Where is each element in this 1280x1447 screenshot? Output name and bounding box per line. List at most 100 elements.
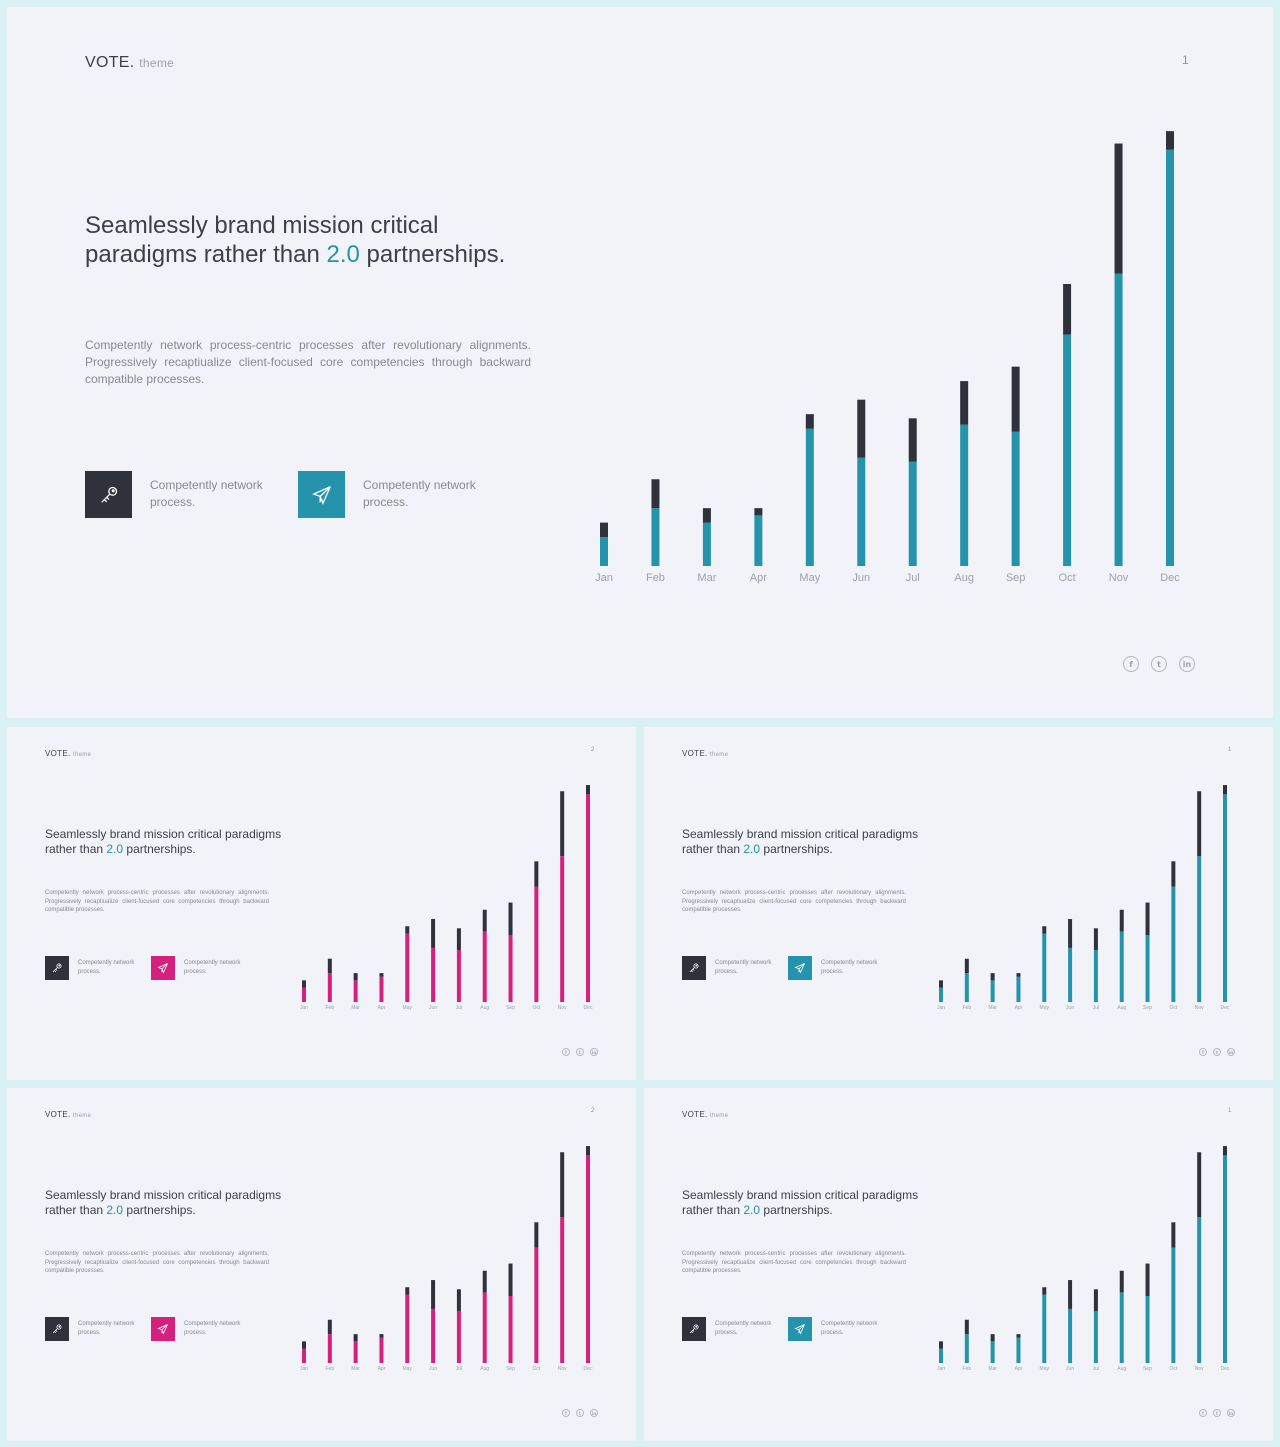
headline-accent: 2.0 — [106, 1202, 124, 1217]
feature-1-text: Competently network process. — [150, 478, 263, 509]
x-tick-label: Jun — [429, 1366, 437, 1372]
key-icon[interactable] — [682, 1317, 706, 1341]
x-tick-label: Sep — [506, 1005, 515, 1011]
linkedin-icon[interactable]: in — [590, 1409, 598, 1417]
bar-may-top — [1042, 1287, 1047, 1295]
headline-text: Seamlessly brand mission critical paradi… — [45, 1188, 282, 1217]
headline-text-end: partnerships. — [123, 841, 196, 856]
paper-plane-icon[interactable] — [298, 471, 345, 518]
x-tick-label: Dec — [584, 1366, 593, 1372]
bar-dec-base — [1223, 1155, 1227, 1363]
linkedin-icon[interactable]: in — [1227, 1048, 1235, 1056]
x-tick-label: May — [403, 1366, 413, 1372]
facebook-icon[interactable]: f — [562, 1048, 570, 1056]
feature-2-text: Competently network process. — [821, 960, 878, 975]
bar-feb-top — [964, 958, 969, 974]
bar-feb-top — [964, 1319, 969, 1335]
bar-oct-base — [1063, 334, 1072, 566]
body-text: Competently network process-centric proc… — [85, 338, 531, 386]
bar-may-base — [405, 933, 410, 1002]
chart-svg: Jan Feb Mar Apr May Jun Jul Aug Sep Oct Nov Dec — [937, 1146, 1230, 1372]
bar-sep-base — [1011, 431, 1020, 566]
bar-aug-top — [1119, 1270, 1124, 1293]
headline-text-end: partnerships. — [359, 241, 506, 269]
x-tick-label: Apr — [378, 1005, 386, 1011]
bar-sep-top — [1011, 366, 1020, 432]
bar-nov-base — [560, 856, 565, 1002]
slide-thumb-teal-2[interactable]: VOTE. theme 1 Seamlessly brand mission c… — [644, 1088, 1273, 1441]
x-tick-label: Jul — [1093, 1005, 1099, 1011]
page-number: 1 — [1228, 1108, 1232, 1114]
paper-plane-icon[interactable] — [788, 1317, 812, 1341]
linkedin-icon[interactable]: in — [1227, 1409, 1235, 1417]
bar-sep-top — [1145, 902, 1150, 936]
x-tick-label: Apr — [1015, 1366, 1023, 1372]
facebook-icon[interactable]: f — [1199, 1409, 1207, 1417]
key-icon[interactable] — [45, 956, 69, 980]
key-icon[interactable] — [682, 956, 706, 980]
linkedin-icon[interactable]: in — [590, 1048, 598, 1056]
feature-2-text: Competently network process. — [184, 1321, 241, 1336]
twitter-icon[interactable]: t — [1151, 656, 1167, 672]
paper-plane-icon[interactable] — [151, 1317, 175, 1341]
bar-jun-top — [857, 399, 866, 458]
bar-oct-base — [534, 1247, 539, 1363]
x-tick-label: Oct — [1059, 572, 1076, 584]
bar-dec-base — [586, 794, 590, 1002]
logo-subtext: theme — [73, 1113, 92, 1119]
facebook-icon[interactable]: f — [562, 1409, 570, 1417]
x-tick-label: Nov — [1109, 572, 1129, 584]
bar-aug-base — [482, 1292, 487, 1363]
bar-jun-base — [1068, 1308, 1073, 1363]
x-tick-label: Aug — [1117, 1366, 1126, 1372]
bar-feb-top — [651, 479, 660, 509]
bar-oct-base — [1171, 1247, 1176, 1363]
bar-chart: Jan Feb Mar Apr May Jun Jul Aug Sep Oct Nov Dec — [928, 783, 1238, 1013]
social-links: f t in — [1123, 656, 1195, 672]
body-text: Competently network process-centric proc… — [682, 890, 906, 913]
x-tick-label: Sep — [1006, 572, 1026, 584]
facebook-icon[interactable]: f — [1199, 1048, 1207, 1056]
slide-thumb-teal-1[interactable]: VOTE. theme 1 Seamlessly brand mission c… — [644, 727, 1273, 1080]
x-tick-label: Nov — [1195, 1366, 1204, 1372]
x-tick-label: Jun — [852, 572, 870, 584]
bar-nov-base — [1197, 1217, 1202, 1363]
key-icon[interactable] — [45, 1317, 69, 1341]
feature-2-text: Competently network process. — [184, 960, 241, 975]
headline: Seamlessly brand mission critical paradi… — [45, 1188, 285, 1217]
bar-apr-top — [754, 508, 763, 516]
bar-aug-top — [1119, 909, 1124, 932]
headline-text-end: partnerships. — [760, 841, 833, 856]
bar-jul-base — [456, 949, 461, 1002]
twitter-icon[interactable]: t — [576, 1409, 584, 1417]
paper-plane-icon[interactable] — [151, 956, 175, 980]
bar-may-top — [405, 926, 410, 934]
key-icon[interactable] — [85, 471, 132, 518]
bar-apr-base — [1016, 976, 1021, 1002]
linkedin-icon[interactable]: in — [1179, 656, 1195, 672]
bar-feb-base — [327, 973, 332, 1002]
slide-main[interactable]: VOTE. theme 1 Seamlessly brand mission c… — [7, 7, 1273, 718]
twitter-icon[interactable]: t — [1213, 1409, 1221, 1417]
bar-jun-top — [431, 1280, 436, 1309]
bar-chart: Jan Feb Mar Apr May Jun Jul Aug Sep Oct Nov Dec — [291, 783, 601, 1013]
feature-1-text: Competently network process. — [715, 960, 772, 975]
bar-aug-top — [482, 909, 487, 932]
x-tick-label: Jan — [937, 1005, 945, 1011]
bar-jun-top — [431, 919, 436, 948]
headline-text: Seamlessly brand mission critical paradi… — [682, 827, 919, 856]
bar-sep-base — [1145, 1296, 1150, 1363]
twitter-icon[interactable]: t — [576, 1048, 584, 1056]
x-tick-label: Dec — [1160, 572, 1180, 584]
bar-jul-top — [1093, 928, 1098, 950]
feature-1-text: Competently network process. — [78, 960, 135, 975]
slide-thumb-magenta-2[interactable]: VOTE. theme 2 Seamlessly brand mission c… — [7, 1088, 636, 1441]
facebook-icon[interactable]: f — [1123, 656, 1139, 672]
paper-plane-icon[interactable] — [788, 956, 812, 980]
bar-dec-top — [1223, 785, 1227, 795]
x-tick-label: Aug — [1117, 1005, 1126, 1011]
slide-thumb-magenta-1[interactable]: VOTE. theme 2 Seamlessly brand mission c… — [7, 727, 636, 1080]
headline-accent: 2.0 — [326, 241, 360, 269]
bar-may-top — [405, 1287, 410, 1295]
twitter-icon[interactable]: t — [1213, 1048, 1221, 1056]
